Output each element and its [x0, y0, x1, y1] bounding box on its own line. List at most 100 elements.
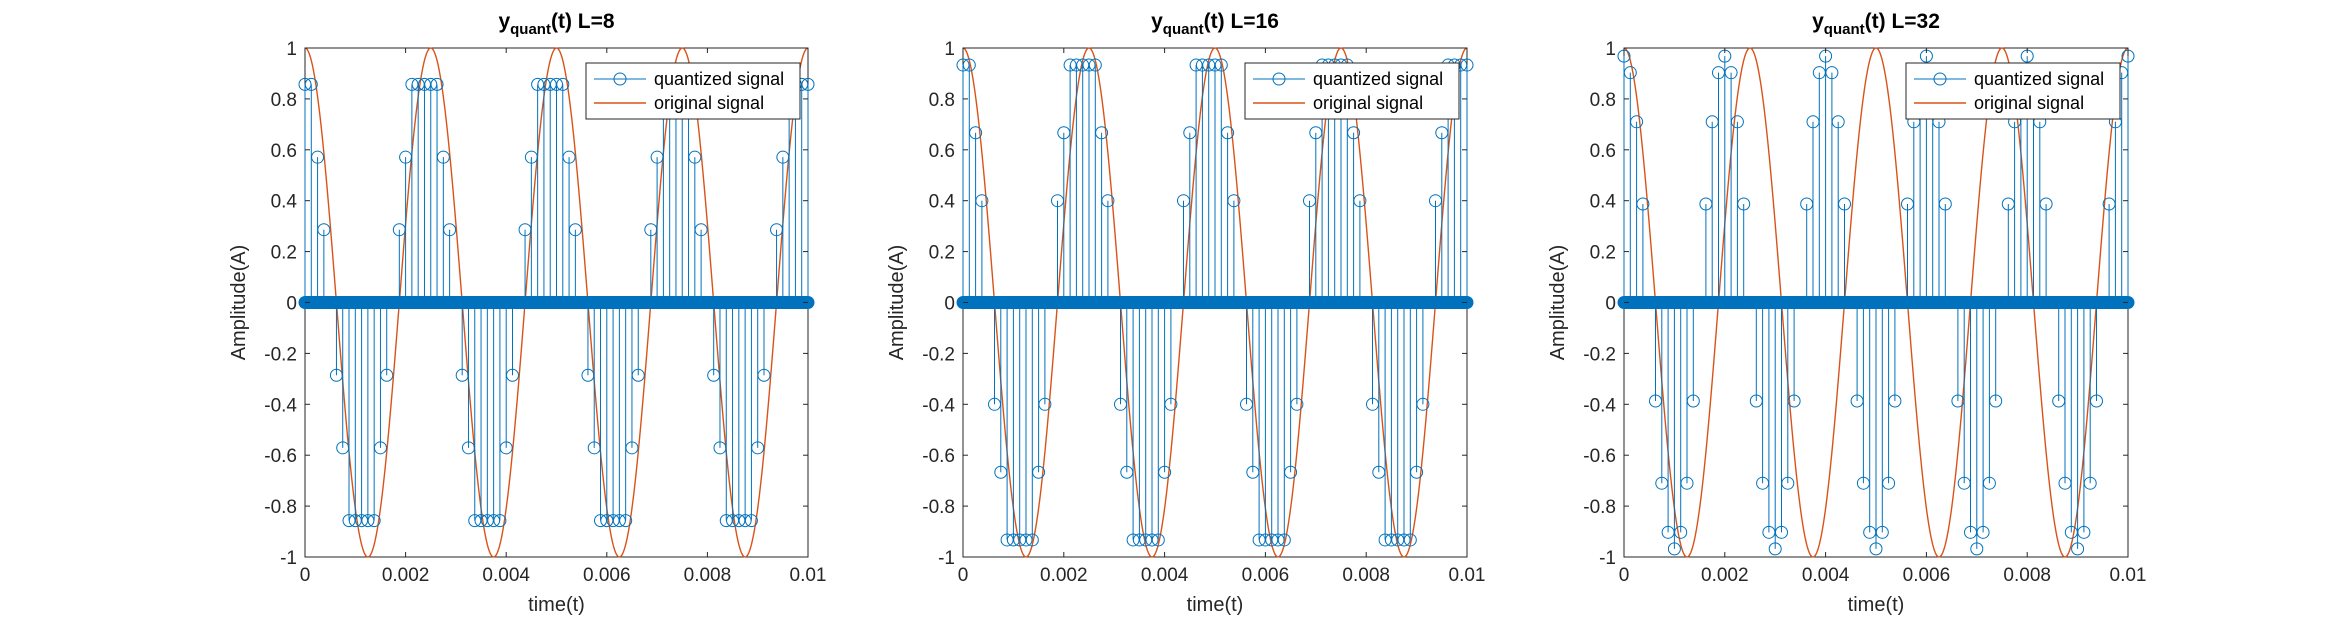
chart-title: yquant(t) L=16 — [1151, 10, 1279, 38]
y-tick-label: -0.8 — [922, 497, 955, 518]
stem-marker — [1353, 194, 1367, 208]
stem-marker — [1416, 397, 1430, 411]
stem-marker — [1460, 58, 1474, 72]
legend-box — [1244, 62, 1460, 120]
y-tick-label: 0.8 — [1590, 90, 1616, 111]
stem-marker — [568, 223, 582, 237]
stem-marker — [1221, 126, 1235, 140]
y-tick-label: 0 — [1605, 294, 1616, 315]
y-tick-label: -0.8 — [264, 497, 297, 518]
x-tick-label: 0.008 — [1342, 565, 1390, 586]
title-rest: (t) L=8 — [551, 10, 615, 33]
stem-marker — [1227, 194, 1241, 208]
y-tick-label: 0.2 — [271, 243, 297, 264]
y-tick-label: 0.4 — [1590, 192, 1617, 213]
x-axis-label: time(t) — [1187, 594, 1244, 616]
stem-marker — [562, 150, 576, 164]
stem-marker — [1724, 66, 1738, 80]
stem-marker — [801, 77, 815, 91]
legend-label-quantized: quantized signal — [1974, 69, 2104, 89]
chart-title: yquant(t) L=32 — [1812, 10, 1940, 38]
stem-marker — [505, 368, 519, 382]
y-axis-label: Amplitude(A) — [1547, 245, 1569, 361]
x-tick-label: 0.002 — [1701, 565, 1749, 586]
title-rest: (t) L=16 — [1204, 10, 1279, 33]
stem-marker — [2039, 197, 2053, 211]
title-main: y — [1151, 10, 1163, 33]
y-tick-label: -1 — [938, 548, 955, 569]
y-tick-label: 1 — [1605, 39, 1616, 60]
y-tick-label: -1 — [1599, 548, 1616, 569]
stem-marker — [694, 223, 708, 237]
quantized-signal-series — [298, 77, 815, 528]
x-tick-label: 0.004 — [482, 565, 530, 586]
stem-marker — [969, 126, 983, 140]
legend: quantized signal original signal — [1905, 62, 2121, 120]
legend-label-quantized: quantized signal — [1313, 69, 1443, 89]
legend-box — [1905, 62, 2121, 120]
x-axis-label: time(t) — [528, 594, 585, 616]
stem-marker — [1775, 525, 1788, 539]
y-axis-label: Amplitude(A) — [886, 245, 908, 361]
y-tick-label: 0.8 — [271, 90, 297, 111]
stem-marker — [1938, 197, 1952, 211]
stem-marker — [1831, 115, 1845, 129]
stem-marker — [1290, 397, 1304, 411]
stem-marker — [1976, 525, 1990, 539]
stem-marker — [1214, 58, 1228, 72]
y-tick-label: -0.8 — [1583, 497, 1616, 518]
stem-marker — [1674, 525, 1688, 539]
stem-marker — [1284, 465, 1298, 479]
y-tick-label: 0 — [286, 294, 297, 315]
stem-marker — [1403, 533, 1417, 547]
y-tick-label: 0.2 — [1590, 243, 1616, 264]
x-tick-label: 0.004 — [1141, 565, 1189, 586]
y-tick-label: 1 — [944, 39, 955, 60]
stem-marker — [1882, 476, 1896, 490]
stem-marker — [688, 150, 702, 164]
stem-marker — [304, 77, 318, 91]
stem-marker — [556, 77, 570, 91]
stem-marker — [436, 150, 450, 164]
y-tick-label: 0.4 — [929, 192, 956, 213]
y-tick-label: 0.6 — [929, 141, 955, 162]
stem-marker — [1151, 533, 1165, 547]
y-tick-label: 0.6 — [1590, 141, 1616, 162]
stem-marker — [499, 441, 513, 455]
quantized-signal-series — [1617, 49, 2135, 556]
stem-marker — [1032, 465, 1046, 479]
y-tick-label: -1 — [280, 548, 297, 569]
legend-marker-swatch — [1272, 72, 1286, 86]
stem-marker — [493, 514, 507, 528]
stem-marker — [1787, 394, 1801, 408]
stem-marker — [1410, 465, 1424, 479]
title-main: y — [498, 10, 510, 33]
stem-marker — [1095, 126, 1109, 140]
y-tick-label: 0.2 — [929, 243, 955, 264]
stem-marker — [1781, 476, 1795, 490]
y-axis-label: Amplitude(A) — [228, 245, 250, 361]
stem-marker — [2071, 542, 2085, 556]
x-axis-label: time(t) — [1848, 594, 1905, 616]
x-tick-label: 0 — [1619, 565, 1630, 586]
y-tick-label: -0.2 — [922, 344, 955, 365]
y-tick-label: -0.2 — [1583, 344, 1616, 365]
y-tick-label: 0.8 — [929, 90, 955, 111]
x-tick-label: 0.002 — [1040, 565, 1088, 586]
x-tick-label: 0 — [958, 565, 969, 586]
y-tick-label: 0.4 — [271, 192, 298, 213]
stem-marker — [1088, 58, 1102, 72]
title-rest: (t) L=32 — [1865, 10, 1940, 33]
stem-marker — [1347, 126, 1361, 140]
original-signal-line — [1623, 47, 2129, 558]
x-tick-label: 0.01 — [790, 565, 827, 586]
y-tick-label: -0.4 — [922, 395, 955, 416]
legend-label-original: original signal — [1974, 93, 2084, 113]
stem-marker — [1277, 533, 1291, 547]
stem-marker — [751, 441, 765, 455]
stem-marker — [962, 58, 976, 72]
stem-marker — [1038, 397, 1052, 411]
stem-marker — [1768, 542, 1782, 556]
stem-marker — [373, 441, 387, 455]
x-tick-label: 0.008 — [2003, 565, 2051, 586]
